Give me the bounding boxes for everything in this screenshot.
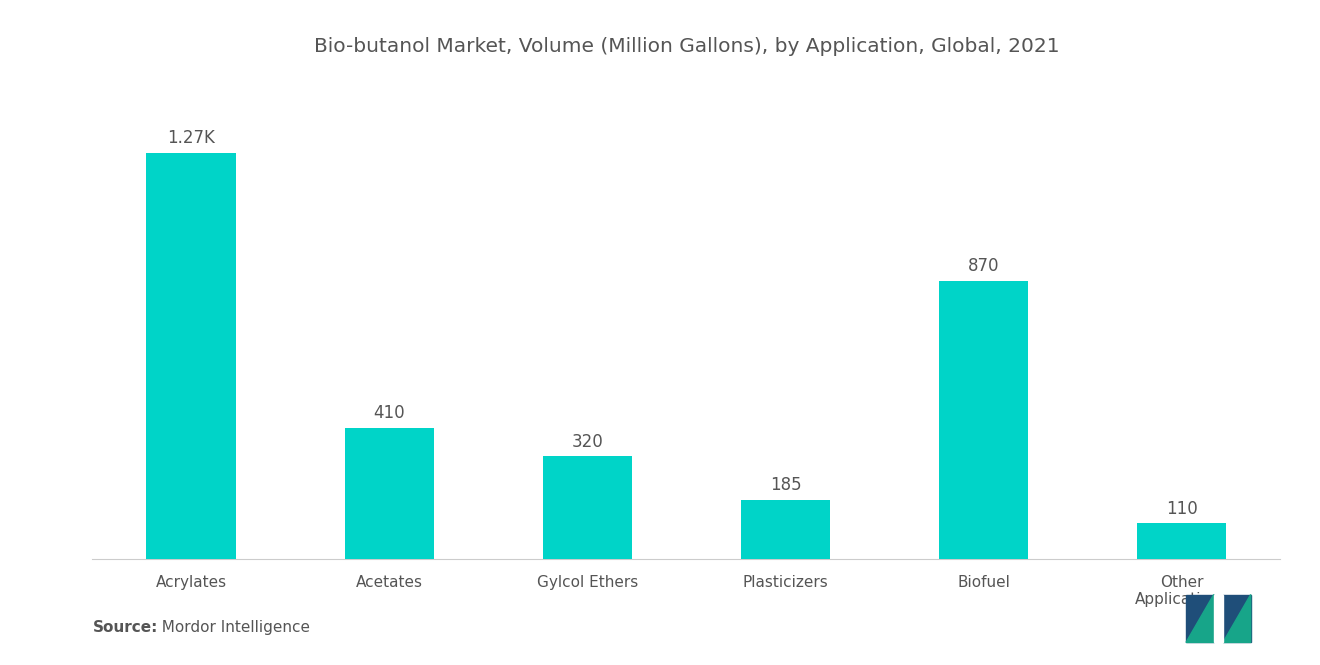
Polygon shape [1222, 595, 1251, 642]
Title: Bio-butanol Market, Volume (Million Gallons), by Application, Global, 2021: Bio-butanol Market, Volume (Million Gall… [314, 37, 1059, 56]
Polygon shape [1185, 595, 1214, 642]
Text: 185: 185 [770, 475, 801, 494]
Polygon shape [1214, 595, 1222, 642]
Bar [939, 281, 1028, 559]
Bar [147, 153, 235, 559]
Text: 410: 410 [374, 404, 405, 422]
Bar [741, 499, 830, 559]
Bar [543, 456, 632, 559]
Text: Source:: Source: [92, 620, 158, 635]
Bar [345, 428, 434, 559]
Polygon shape [1185, 595, 1214, 642]
Text: 1.27K: 1.27K [168, 130, 215, 148]
Text: 110: 110 [1166, 499, 1197, 518]
Text: 870: 870 [968, 257, 999, 275]
Text: Mordor Intelligence: Mordor Intelligence [152, 620, 310, 635]
Text: 320: 320 [572, 433, 603, 451]
Polygon shape [1222, 595, 1251, 642]
Bar [1138, 523, 1226, 559]
